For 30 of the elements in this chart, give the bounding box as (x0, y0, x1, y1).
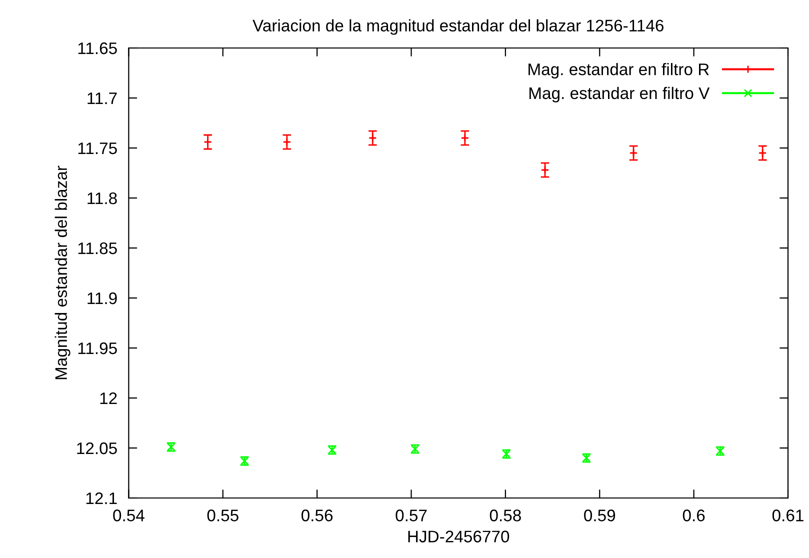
y-axis-title: Magnitud estandar del blazar (54, 166, 70, 380)
y-tick-label: 12.05 (77, 442, 117, 454)
y-tick-label: 11.9 (88, 292, 117, 304)
point (629, 148, 638, 158)
y-tick-label: 11.7 (88, 92, 117, 104)
y-tick-label: 11.95 (78, 342, 117, 354)
x-tick-label: 0.59 (584, 510, 616, 522)
y-tick-label: 11.65 (78, 42, 117, 54)
x-tick-label: 0.56 (302, 510, 333, 522)
y-tick-label: 12.1 (86, 492, 117, 504)
x-axis-title: HJD-2456770 (408, 530, 510, 542)
y-tick-label: 11.75 (78, 142, 117, 154)
x-tick-label: 0.6 (682, 510, 705, 522)
point (460, 134, 470, 142)
x-tick-label: 0.58 (490, 510, 521, 522)
point (204, 138, 212, 146)
x-tick-label: 0.57 (396, 510, 427, 522)
chart-title: Variacion de la magnitud estandar del blazar 1256-1146 (252, 19, 664, 35)
y-tick-label: 12 (100, 392, 117, 404)
x-tick-label: 0.61 (772, 510, 804, 522)
point (540, 166, 550, 174)
point (758, 148, 767, 158)
y-tick-label: 11.8 (88, 192, 117, 204)
x-tick-label: 0.55 (207, 510, 238, 522)
legend-label: Mag. estandar en filtro R (528, 63, 709, 79)
point (368, 134, 377, 142)
legend-label: Mag. estandar en filtro V (529, 86, 710, 102)
x-tick-label: 0.54 (113, 510, 144, 522)
point (282, 138, 292, 146)
y-tick-label: 11.85 (78, 242, 117, 254)
